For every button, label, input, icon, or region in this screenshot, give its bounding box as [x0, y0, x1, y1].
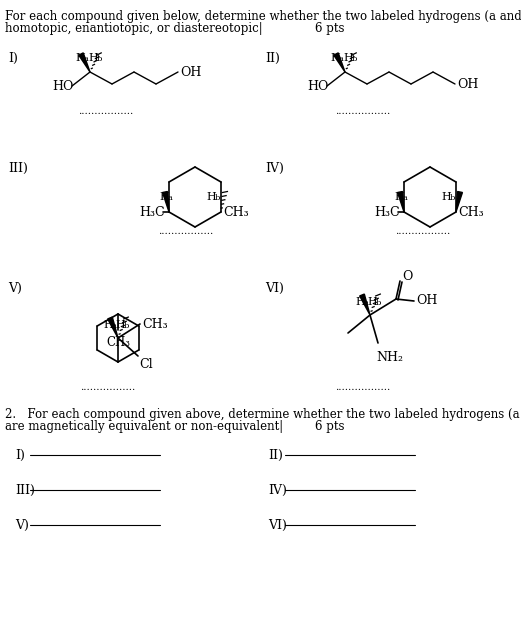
Text: VI): VI) — [268, 518, 287, 531]
Text: 2.   For each compound given above, determine whether the two labeled hydrogens : 2. For each compound given above, determ… — [5, 408, 521, 421]
Text: H: H — [103, 320, 113, 330]
Polygon shape — [398, 191, 404, 212]
Text: V): V) — [8, 282, 22, 295]
Text: H: H — [355, 297, 365, 307]
Text: b: b — [376, 299, 381, 307]
Text: CH₃: CH₃ — [458, 206, 483, 219]
Text: CH₃: CH₃ — [142, 318, 168, 330]
Text: OH: OH — [416, 295, 437, 308]
Text: .................: ................. — [335, 384, 390, 392]
Text: a: a — [168, 194, 173, 202]
Text: CH₃: CH₃ — [106, 336, 130, 349]
Text: III): III) — [8, 162, 28, 175]
Polygon shape — [359, 294, 370, 315]
Text: a: a — [112, 322, 117, 330]
Text: H: H — [206, 192, 216, 202]
Text: I): I) — [15, 449, 25, 462]
Text: H: H — [75, 53, 85, 63]
Text: a: a — [84, 55, 89, 63]
Text: O: O — [402, 270, 413, 283]
Text: IV): IV) — [268, 483, 287, 497]
Polygon shape — [79, 53, 90, 72]
Text: a: a — [339, 55, 344, 63]
Text: For each compound given below, determine whether the two labeled hydrogens (a an: For each compound given below, determine… — [5, 10, 521, 23]
Polygon shape — [108, 317, 118, 338]
Text: NH₂: NH₂ — [376, 351, 403, 364]
Text: are magnetically equivalent or non-equivalent|: are magnetically equivalent or non-equiv… — [5, 420, 283, 433]
Text: a: a — [364, 299, 369, 307]
Text: Cl: Cl — [139, 358, 153, 371]
Text: homotopic, enantiotopic, or diastereotopic|: homotopic, enantiotopic, or diastereotop… — [5, 22, 263, 35]
Text: H₃C: H₃C — [139, 206, 165, 219]
Text: H: H — [394, 192, 404, 202]
Text: II): II) — [265, 52, 280, 65]
Text: H: H — [367, 297, 377, 307]
Text: I): I) — [8, 52, 18, 65]
Text: b: b — [450, 194, 455, 202]
Text: VI): VI) — [265, 282, 284, 295]
Text: 6 pts: 6 pts — [315, 22, 344, 35]
Text: b: b — [215, 194, 220, 202]
Text: HO: HO — [307, 80, 328, 92]
Text: II): II) — [268, 449, 283, 462]
Text: V): V) — [15, 518, 29, 531]
Text: OH: OH — [457, 77, 478, 90]
Text: H: H — [441, 192, 451, 202]
Text: b: b — [97, 55, 102, 63]
Polygon shape — [163, 191, 169, 212]
Text: 6 pts: 6 pts — [315, 420, 344, 433]
Text: H: H — [88, 53, 98, 63]
Text: .................: ................. — [158, 227, 213, 237]
Text: H: H — [115, 320, 125, 330]
Text: H: H — [343, 53, 353, 63]
Text: .................: ................. — [78, 108, 133, 117]
Text: b: b — [352, 55, 357, 63]
Text: .................: ................. — [395, 227, 450, 237]
Text: .................: ................. — [335, 108, 390, 117]
Text: IV): IV) — [265, 162, 284, 175]
Text: b: b — [124, 322, 129, 330]
Text: OH: OH — [180, 65, 202, 78]
Text: H: H — [159, 192, 169, 202]
Text: H: H — [330, 53, 340, 63]
Text: III): III) — [15, 483, 35, 497]
Text: .................: ................. — [80, 384, 135, 392]
Text: H₃C: H₃C — [374, 206, 400, 219]
Polygon shape — [456, 191, 463, 212]
Text: CH₃: CH₃ — [223, 206, 249, 219]
Text: HO: HO — [52, 80, 73, 92]
Polygon shape — [334, 53, 345, 72]
Text: a: a — [403, 194, 408, 202]
